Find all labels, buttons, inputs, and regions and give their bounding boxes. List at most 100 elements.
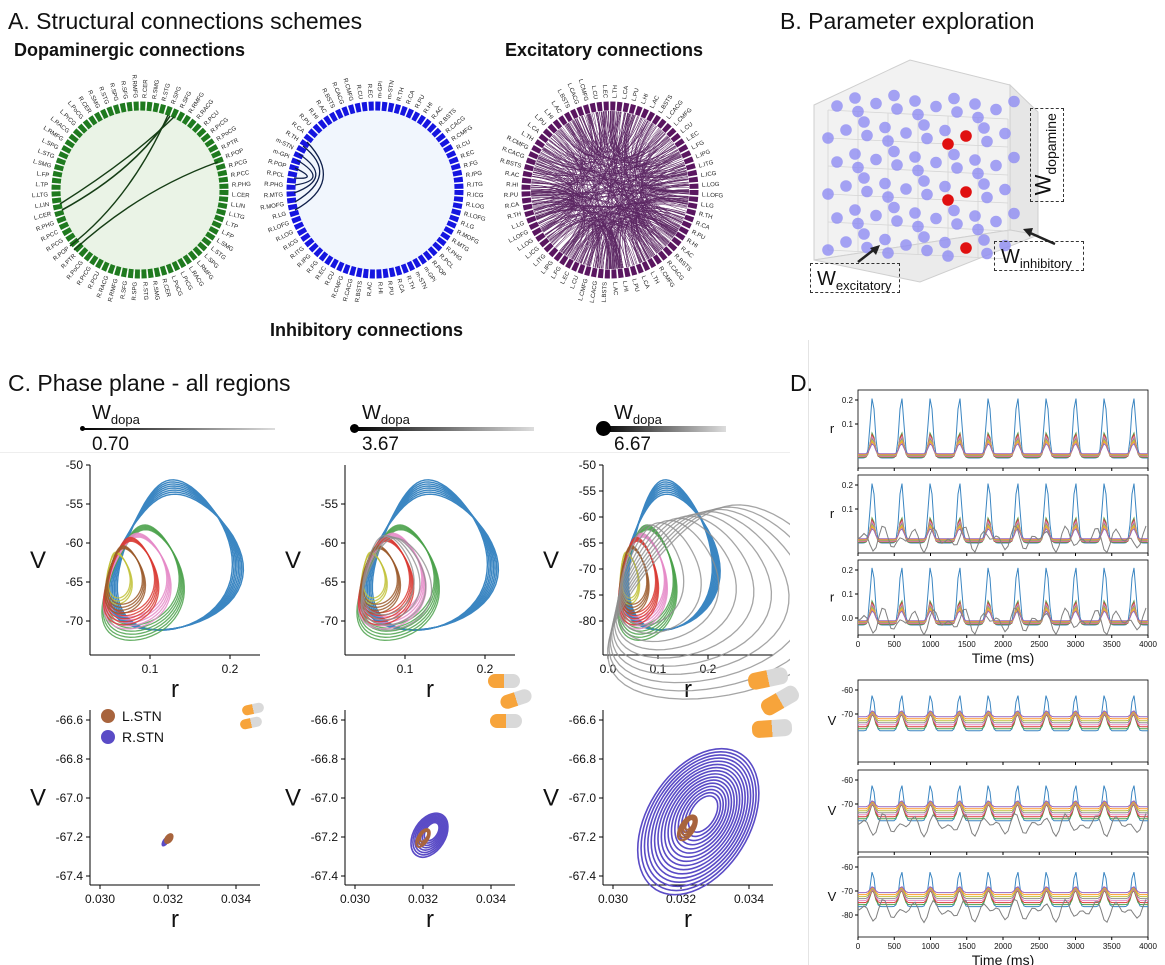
y-tick-label: -80 xyxy=(841,911,853,920)
region-label: L.LOFG xyxy=(702,192,724,199)
parameter-dot xyxy=(840,236,852,248)
region-label: L.HI xyxy=(641,93,651,106)
selected-parameter-dot xyxy=(960,242,972,254)
excitatory-circle: L.TH L.CA L.PU L.HI L.ACL.BSTSL.CACGL.CMFGL.… xyxy=(499,79,723,304)
phase-plane-stn-2: -66.6 -66.8 -67.0 -67.2 -67.40.030 0.032 0.034… xyxy=(285,710,515,933)
region-label: R.ICG xyxy=(467,192,484,199)
divider xyxy=(0,452,790,453)
y-tick-label: -67.2 xyxy=(56,830,84,844)
region-label: R.TH xyxy=(405,275,416,290)
y-tick-label: 0.1 xyxy=(842,590,854,599)
rate-trace-1: 0.2 0.1 r xyxy=(830,389,1149,471)
parameter-dot xyxy=(948,204,960,217)
rstn-trajectory xyxy=(643,754,755,888)
x-tick-label: 1000 xyxy=(922,942,940,951)
region-label: R.CER xyxy=(142,79,149,99)
region-label: R.RMFG xyxy=(108,278,120,303)
series-line xyxy=(858,710,1148,718)
panel-d-heading: D. xyxy=(790,370,813,396)
parameter-dot xyxy=(852,217,864,230)
trajectory-blue xyxy=(116,479,234,631)
winhibitory-main: W xyxy=(1001,246,1020,268)
region-label: L.PU xyxy=(631,88,640,102)
wdopamine-sub: dopamine xyxy=(1043,112,1059,175)
y-axis-label: V xyxy=(30,547,46,574)
selected-parameter-dot xyxy=(960,130,972,142)
panel-c-heading: C. Phase plane - all regions xyxy=(8,370,291,396)
region-label: R.TH xyxy=(698,211,713,220)
parameter-dot xyxy=(930,156,942,169)
trajectory-blue xyxy=(115,481,235,631)
trajectory-gray xyxy=(609,508,790,684)
series-line xyxy=(858,712,1148,726)
region-label: R.PHG xyxy=(232,182,252,189)
parameter-dot xyxy=(888,89,900,102)
selected-parameter-dot xyxy=(960,186,972,198)
region-label: R.CU xyxy=(355,84,363,99)
y-tick-label: -67.0 xyxy=(569,791,597,805)
region-label: L.TH xyxy=(612,85,619,98)
region-label: R.STG xyxy=(141,282,148,301)
parameter-dot xyxy=(969,210,981,222)
y-tick-label: -66.6 xyxy=(56,713,84,727)
wdopa-sub: dopa xyxy=(380,412,410,427)
region-label: R.STG xyxy=(161,82,172,102)
region-label: L.CER xyxy=(33,211,52,222)
trajectory-blue xyxy=(112,485,238,631)
region-label: R.LOG xyxy=(465,202,485,211)
region-label: m-STN xyxy=(387,80,396,100)
phase-plane-top-3: -50-55-60-65-70-75-800.0 0.1 0.2rV xyxy=(543,458,790,703)
rstn-trajectory xyxy=(653,763,746,875)
parameter-dot xyxy=(969,98,981,110)
region-label: R.PU xyxy=(386,280,394,295)
x-axis-label: r xyxy=(426,676,434,703)
x-tick-label: 2000 xyxy=(994,942,1012,951)
parameter-dot xyxy=(951,218,963,230)
region-label: R.PU xyxy=(690,230,706,242)
wdopa-main: W xyxy=(362,402,381,424)
rstn-trajectory xyxy=(674,782,730,850)
parameter-dot xyxy=(852,161,864,174)
region-label: L.FP xyxy=(220,230,234,241)
y-axis-label: r xyxy=(830,421,835,436)
parameter-dot xyxy=(900,239,912,251)
parameter-dot xyxy=(861,241,873,254)
y-tick-label: -66.6 xyxy=(569,713,597,727)
y-tick-label: -66.8 xyxy=(569,752,597,766)
region-label: L.FP xyxy=(36,171,49,179)
series-line-gray xyxy=(857,898,1147,924)
x-axis-label: Time (ms) xyxy=(972,952,1034,965)
y-tick-label: -60 xyxy=(321,536,339,550)
x-tick-label: 0 xyxy=(856,640,861,649)
wdopa-value-1: 0.70 xyxy=(92,434,129,455)
parameter-dot xyxy=(849,204,861,216)
rstn-trajectory xyxy=(640,750,757,892)
series-line xyxy=(858,711,1148,724)
y-tick-label: 0.2 xyxy=(842,566,854,575)
parameter-dot xyxy=(900,127,912,139)
region-label: R.LG xyxy=(460,221,476,232)
y-tick-label: 0.2 xyxy=(842,396,854,405)
y-axis-label: V xyxy=(828,713,837,728)
x-tick-label: 0 xyxy=(856,942,861,951)
region-label: R.HI xyxy=(423,101,435,115)
trajectory-blue xyxy=(113,483,237,631)
y-tick-label: -55 xyxy=(66,497,84,511)
y-tick-label: -60 xyxy=(66,536,84,550)
y-axis-label: V xyxy=(285,547,301,574)
legend-marker-rstn xyxy=(101,730,115,744)
y-tick-label: -60 xyxy=(579,510,597,524)
region-label: L.STG xyxy=(37,149,56,161)
parameter-dot xyxy=(999,239,1011,252)
region-label: R.SFG xyxy=(120,280,129,299)
series-line xyxy=(858,801,1148,814)
region-label: R.BSTS xyxy=(499,158,521,169)
region-label: L.EC xyxy=(601,85,608,99)
phase-plane-top-2: -55 -60 -65 -70 0.1 0.2 r V xyxy=(285,465,515,703)
parameter-dot xyxy=(1008,151,1020,164)
inhibitory-circle: m-GPi m-STN R.TH R.CAR.PUR.HIR.ACR.BSTSR.CA… xyxy=(260,78,486,303)
region-label: R.AC xyxy=(367,281,374,296)
parameter-dot xyxy=(888,145,900,158)
parameter-dot xyxy=(990,103,1002,116)
region-label: R.TH xyxy=(396,87,405,102)
